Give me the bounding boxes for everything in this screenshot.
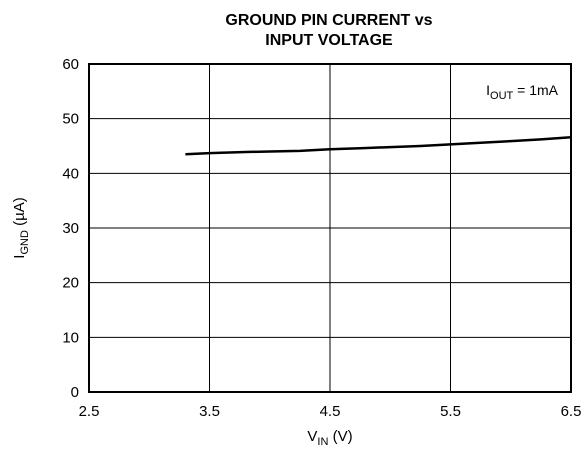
y-axis-label: IGND (µA) bbox=[11, 197, 31, 258]
chart-title-line2: INPUT VOLTAGE bbox=[265, 32, 393, 49]
iout-annotation: IOUT = 1mA bbox=[486, 82, 559, 102]
chart-title-group: GROUND PIN CURRENT vs INPUT VOLTAGE bbox=[225, 12, 432, 49]
plot-frame bbox=[88, 63, 572, 393]
y-axis-label-sub: GND bbox=[19, 230, 31, 255]
y-tick-label-0: 0 bbox=[71, 384, 79, 401]
x-axis-label-main: V bbox=[307, 428, 317, 445]
annotation-sub: OUT bbox=[490, 90, 514, 102]
y-tick-label-6: 60 bbox=[62, 56, 79, 73]
x-tick-label-2: 4.5 bbox=[320, 403, 341, 420]
x-tick-label-0: 2.5 bbox=[79, 403, 100, 420]
x-axis-label-sub: IN bbox=[317, 436, 328, 448]
y-axis-label-unit: (µA) bbox=[11, 197, 28, 230]
x-tick-label-3: 5.5 bbox=[440, 403, 461, 420]
y-tick-label-2: 20 bbox=[62, 275, 79, 292]
x-tick-label-4: 6.5 bbox=[561, 403, 582, 420]
y-tick-label-1: 10 bbox=[62, 329, 79, 346]
y-tick-label-3: 30 bbox=[62, 220, 79, 237]
series-group bbox=[185, 136, 572, 156]
series-line-0 bbox=[185, 136, 572, 156]
annotation-main: I bbox=[486, 82, 490, 98]
x-axis-label: VIN (V) bbox=[307, 428, 352, 448]
y-tick-label-4: 40 bbox=[62, 165, 79, 182]
x-axis-label-unit: (V) bbox=[328, 428, 352, 445]
y-axis-label-main: I bbox=[11, 255, 28, 259]
y-tick-label-5: 50 bbox=[62, 111, 79, 128]
x-tick-labels: 2.5 3.5 4.5 5.5 6.5 bbox=[79, 403, 582, 420]
y-tick-labels: 0 10 20 30 40 50 60 bbox=[62, 56, 79, 401]
chart-title-line1: GROUND PIN CURRENT vs bbox=[225, 12, 432, 29]
x-tick-label-1: 3.5 bbox=[199, 403, 220, 420]
grid-lines bbox=[88, 63, 572, 393]
annotation-rest: = 1mA bbox=[513, 82, 558, 98]
